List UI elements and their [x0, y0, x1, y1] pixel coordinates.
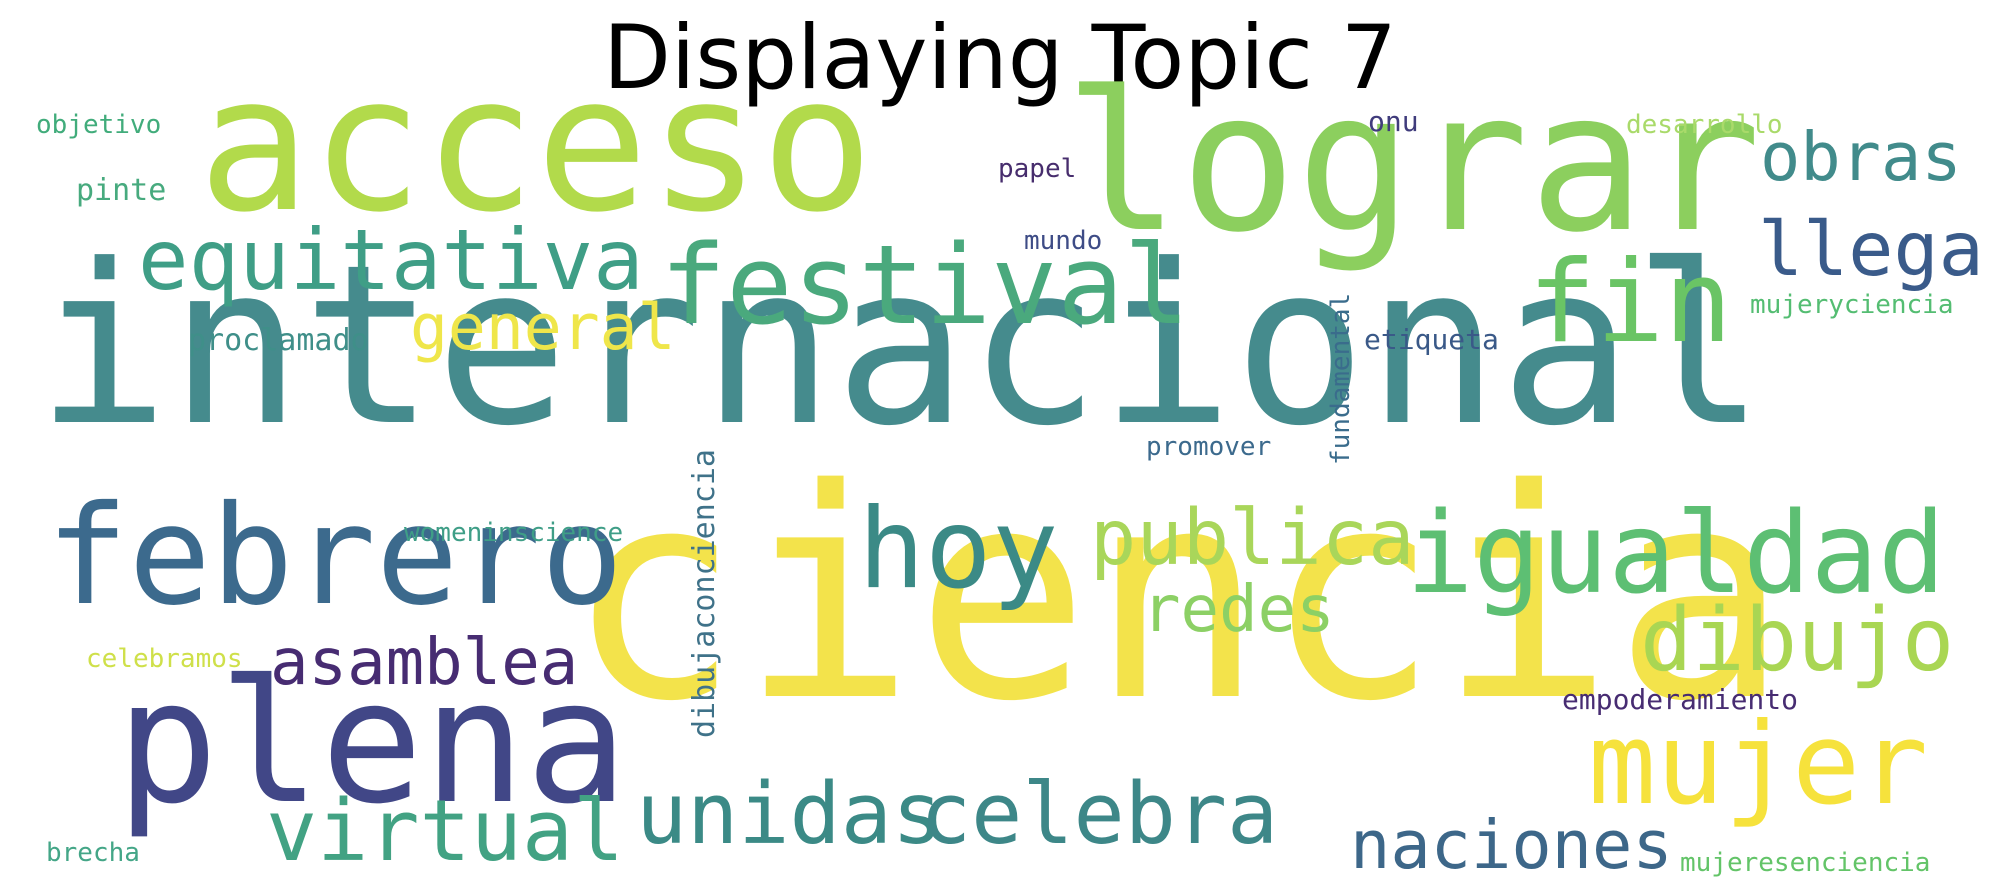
word-mujeresenciencia: mujeresenciencia — [1680, 848, 1931, 878]
word-equitativa: equitativa — [138, 211, 644, 309]
word-plena: plena — [116, 644, 628, 842]
word-empoderamiento: empoderamiento — [1562, 683, 1799, 716]
word-objetivo: objetivo — [36, 110, 162, 140]
word-publica: publica — [1090, 494, 1415, 583]
word-promover: promover — [1146, 432, 1272, 462]
word-pinte: pinte — [76, 173, 167, 208]
word-proclamado: proclamado — [188, 323, 369, 358]
word-internacional: internacional — [36, 218, 1766, 475]
word-febrero: febrero — [46, 477, 624, 636]
word-llega: llega — [1758, 205, 1984, 293]
word-womeninscience: womeninscience — [404, 518, 624, 548]
word-lograr: lograr — [1064, 50, 1762, 275]
word-celebra: celebra — [920, 765, 1279, 864]
word-naciones: naciones — [1350, 806, 1673, 884]
word-fin: fin — [1528, 236, 1733, 368]
word-desarrollo: desarrollo — [1626, 110, 1783, 140]
word-mujeryciencia: mujeryciencia — [1750, 290, 1954, 320]
word-unidas: unidas — [636, 765, 944, 864]
page-title: Displaying Topic 7 — [603, 6, 1397, 109]
word-celebramos: celebramos — [86, 644, 243, 674]
word-obras: obras — [1760, 118, 1962, 196]
word-acceso: acceso — [198, 36, 874, 254]
word-dibujaconciencia: dibujaconciencia — [687, 449, 722, 738]
word-asamblea: asamblea — [270, 626, 579, 700]
word-onu: onu — [1368, 105, 1419, 138]
word-mujer: mujer — [1588, 698, 1929, 830]
word-virtual: virtual — [266, 782, 625, 881]
word-igualdad: igualdad — [1406, 489, 1946, 619]
word-etiqueta: etiqueta — [1364, 323, 1499, 356]
word-general: general — [410, 291, 676, 364]
word-fundamental: fundamental — [1326, 292, 1356, 465]
word-hoy: hoy — [858, 485, 1059, 614]
word-festival: festival — [660, 221, 1190, 349]
word-mundo: mundo — [1024, 226, 1103, 256]
word-brecha: brecha — [46, 838, 140, 868]
word-redes: redes — [1142, 573, 1335, 647]
word-papel: papel — [998, 154, 1077, 184]
word-ciencia: ciencia — [566, 428, 1789, 765]
word-dibujo: dibujo — [1640, 589, 1955, 691]
